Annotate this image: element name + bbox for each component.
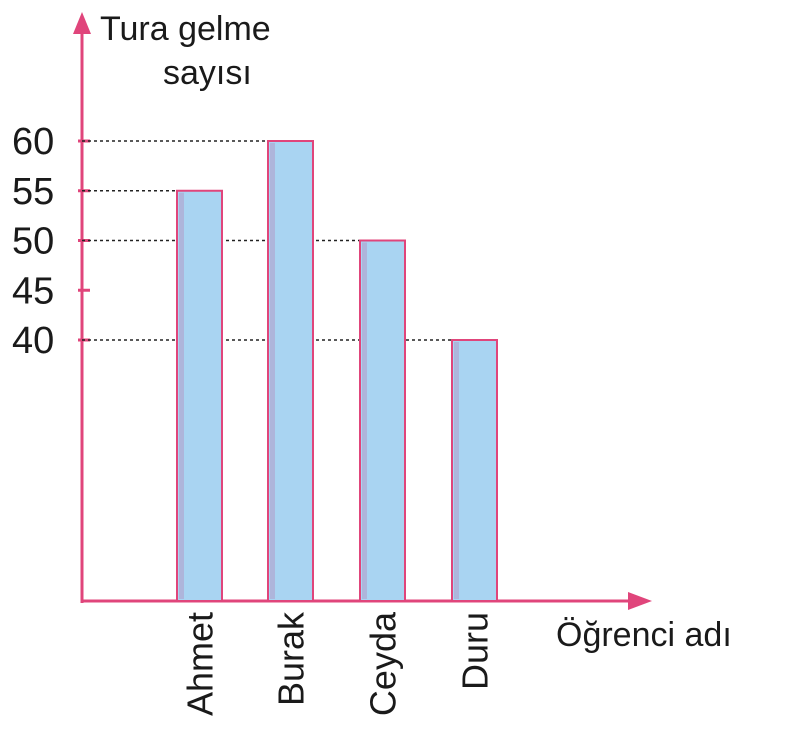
category-label-burak: Burak [271, 611, 312, 706]
y-ticks: 40 45 50 55 60 [12, 121, 90, 362]
y-tick-label-60: 60 [12, 121, 54, 163]
bar-shadow-burak [270, 143, 275, 599]
category-label-duru: Duru [455, 612, 496, 690]
bar-ceyda [359, 239, 406, 602]
bar-shadow-ahmet [179, 192, 184, 599]
bar-shadow-ceyda [362, 242, 367, 599]
y-axis-label-line2: sayısı [163, 54, 252, 92]
category-label-ahmet: Ahmet [180, 612, 221, 716]
category-labels: Ahmet Burak Ceyda Duru [180, 611, 496, 716]
bar-burak [267, 140, 314, 602]
y-axis-label-line1: Tura gelme [100, 10, 271, 48]
bars [176, 140, 498, 602]
y-axis-arrow [73, 12, 91, 34]
category-label-ceyda: Ceyda [363, 611, 404, 716]
y-tick-label-55: 55 [12, 171, 54, 213]
bar-ahmet [176, 189, 223, 602]
bar-duru [451, 339, 498, 602]
bar-shadow-duru [454, 342, 459, 599]
y-tick-label-50: 50 [12, 221, 54, 263]
y-tick-label-40: 40 [12, 320, 54, 362]
y-tick-label-45: 45 [12, 270, 54, 312]
x-axis-label: Öğrenci adı [556, 616, 732, 654]
x-axis-arrow [628, 592, 652, 610]
